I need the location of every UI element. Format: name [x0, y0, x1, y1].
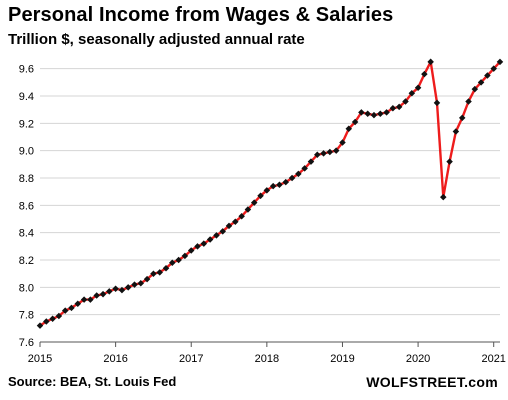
data-point: [250, 199, 258, 206]
data-point: [263, 187, 271, 194]
data-point: [206, 236, 214, 243]
brand-label: WOLFSTREET.com: [366, 374, 498, 390]
data-point: [137, 279, 145, 287]
data-point: [364, 110, 371, 118]
data-point: [213, 232, 220, 239]
data-point: [244, 206, 252, 213]
y-tick-label: 9.0: [19, 146, 34, 158]
data-point: [74, 300, 82, 307]
y-tick-label: 9.4: [19, 91, 34, 103]
gridlines: [40, 68, 500, 343]
data-point: [484, 72, 491, 79]
x-axis: 2015 2016 2017 2018 2019 2020 2021: [28, 341, 506, 365]
data-point: [169, 259, 176, 266]
data-point: [43, 318, 50, 325]
data-point: [150, 270, 157, 277]
data-point: [175, 256, 182, 264]
data-point: [187, 247, 195, 254]
data-point: [389, 105, 397, 112]
x-tick-label: 2017: [179, 353, 203, 365]
data-point: [320, 150, 327, 157]
y-tick-label: 8.0: [19, 282, 34, 294]
x-tick-label: 2019: [330, 353, 354, 365]
data-point: [257, 192, 264, 200]
data-point: [276, 181, 283, 189]
y-tick-label: 9.6: [19, 64, 34, 76]
x-tick-label: 2018: [255, 353, 279, 365]
data-point: [295, 170, 302, 178]
data-point: [118, 286, 126, 294]
data-point: [232, 218, 239, 226]
data-point: [370, 111, 378, 119]
data-point: [219, 228, 226, 235]
data-point: [358, 109, 365, 116]
chart-subtitle: Trillion $, seasonally adjusted annual r…: [8, 31, 305, 48]
data-point: [238, 213, 245, 220]
data-point: [433, 99, 441, 107]
series-line: [39, 60, 501, 327]
data-point: [326, 148, 334, 156]
chart-title: Personal Income from Wages & Salaries: [8, 4, 394, 26]
data-point: [112, 285, 119, 292]
data-point: [68, 304, 75, 312]
data-point: [440, 193, 447, 201]
data-point: [332, 147, 340, 154]
data-point: [225, 222, 233, 230]
data-point: [314, 151, 321, 159]
data-point: [446, 158, 453, 165]
data-point: [452, 128, 460, 135]
wages-salaries-line: [39, 60, 501, 327]
data-point: [194, 243, 201, 250]
y-tick-label: 8.2: [19, 255, 34, 267]
data-point: [200, 240, 208, 247]
y-tick-label: 8.8: [19, 173, 34, 185]
data-point: [301, 165, 308, 172]
data-point: [124, 284, 132, 291]
y-tick-label: 7.8: [19, 310, 34, 322]
x-tick-label: 2015: [28, 353, 52, 365]
data-point: [99, 290, 107, 298]
y-tick-label: 8.6: [19, 200, 34, 212]
data-point: [377, 110, 384, 118]
data-point: [471, 85, 479, 93]
x-tick-label: 2021: [481, 353, 505, 365]
data-point: [143, 275, 151, 283]
data-point: [339, 139, 346, 146]
data-point: [282, 178, 290, 186]
data-point: [93, 292, 100, 299]
y-axis-ticks: 7.6 7.8 8.0 8.2 8.4 8.6 8.8 9.0 9.2 9.4 9.6: [19, 64, 34, 349]
data-point: [402, 98, 409, 105]
y-tick-label: 7.6: [19, 337, 34, 349]
x-tick-label: 2016: [103, 353, 127, 365]
x-tick-label: 2020: [406, 353, 430, 365]
y-tick-label: 8.4: [19, 228, 34, 240]
data-points: [36, 58, 504, 329]
data-point: [131, 281, 138, 288]
data-point: [496, 58, 504, 66]
data-point: [269, 182, 277, 190]
data-point: [307, 158, 315, 165]
data-point: [345, 125, 353, 133]
y-tick-label: 9.2: [19, 118, 34, 130]
data-point: [427, 58, 434, 66]
source-note: Source: BEA, St. Louis Fed: [8, 374, 177, 389]
data-point: [490, 65, 497, 72]
